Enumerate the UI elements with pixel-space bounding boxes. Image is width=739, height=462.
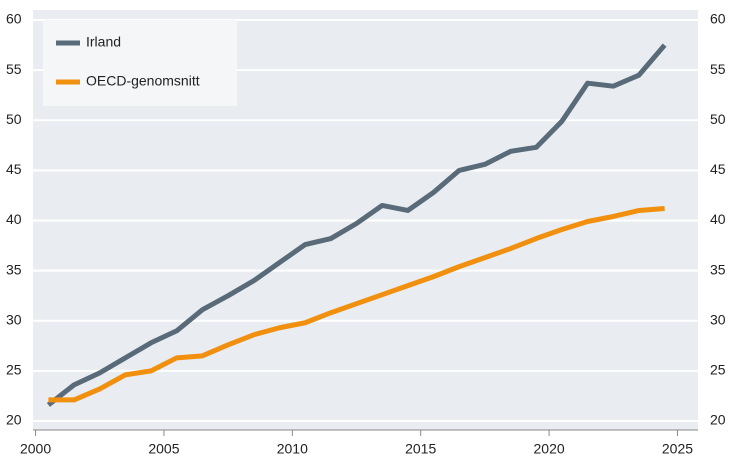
y-tick-label: 30 [6,311,22,327]
y2-tick-label: 50 [710,111,726,127]
y2-tick-label: 60 [710,11,726,27]
series-line [46,43,667,407]
x-tick-label: 2010 [277,441,308,457]
x-tick-label: 2025 [662,441,693,457]
y-tick-label: 45 [6,161,22,177]
y-tick-label: 35 [6,261,22,277]
x-tick-label: 2015 [405,441,436,457]
y-tick-label: 60 [6,11,22,27]
legend-label: Irland [86,34,121,50]
y2-tick-label: 35 [710,261,726,277]
y-tick-label: 50 [6,111,22,127]
y2-tick-label: 20 [710,412,726,428]
y-tick-label: 55 [6,61,22,77]
y2-tick-label: 30 [710,311,726,327]
y-tick-label: 40 [6,211,22,227]
y2-tick-label: 25 [710,362,726,378]
x-tick-label: 2000 [20,441,51,457]
series-line [48,205,665,403]
y2-tick-label: 40 [710,211,726,227]
legend-box [43,20,237,106]
x-tick-label: 2005 [148,441,179,457]
y2-tick-label: 45 [710,161,726,177]
y-tick-label: 25 [6,362,22,378]
legend-label: OECD-genomsnitt [86,73,200,89]
y-tick-label: 20 [6,412,22,428]
y2-tick-label: 55 [710,61,726,77]
x-tick-label: 2020 [534,441,565,457]
